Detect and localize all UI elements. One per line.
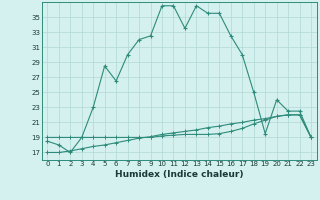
X-axis label: Humidex (Indice chaleur): Humidex (Indice chaleur) <box>115 170 244 179</box>
